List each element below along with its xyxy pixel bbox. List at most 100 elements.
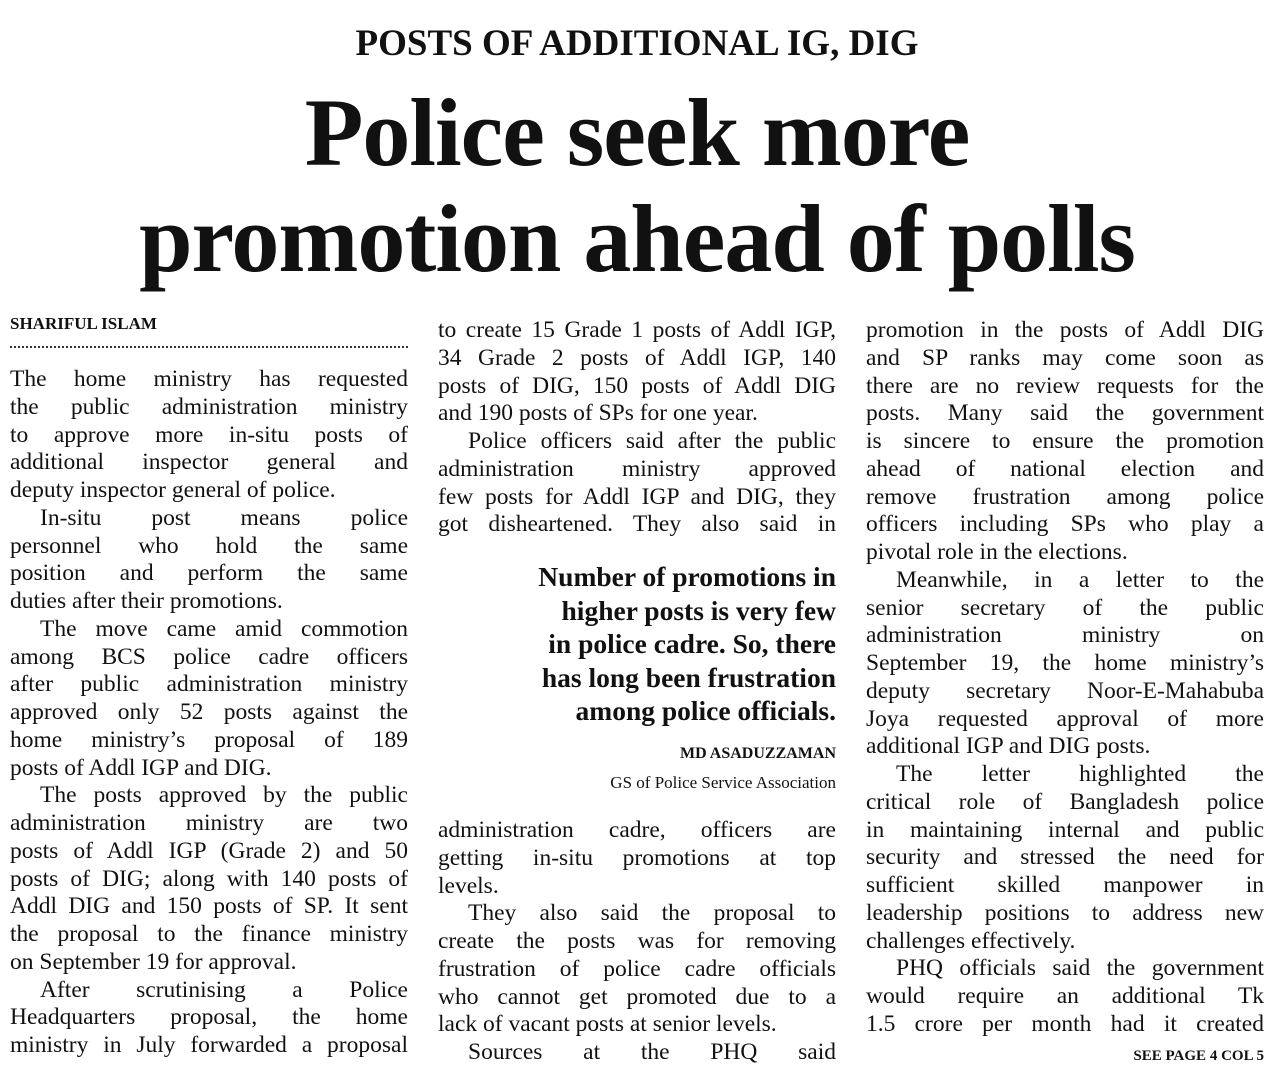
text-line: administration cadre, officers are [438, 817, 836, 843]
text-line: posts of DIG; along with 140 posts of [10, 865, 408, 892]
headline-line: Police seek more [304, 79, 971, 186]
text-line: posts of DIG, 150 posts of Addl DIG [438, 372, 836, 399]
text-line: 1.5 crore per month had it created [866, 1010, 1264, 1037]
column-2-bottom: administration cadre, officers are gettin… [438, 817, 836, 1067]
text-line: administration ministry on [866, 622, 1264, 649]
column-1: The home ministry has requested the publi… [10, 366, 408, 1060]
text-line: is sincere to ensure the promotion [866, 428, 1264, 454]
text-line: the public administration ministry [10, 393, 408, 420]
text-line: in maintaining internal and public [866, 816, 1264, 843]
text-line: officers including SPs who play a [866, 511, 1264, 538]
text-line: ministry in July forwarded a proposal [10, 1032, 408, 1058]
text-line: to approve more in-situ posts of [10, 421, 408, 448]
text-line: pivotal role in the elections. [866, 539, 1128, 565]
text-line: would require an additional Tk [866, 983, 1264, 1009]
headline-line: promotion ahead of polls [139, 185, 1136, 292]
text-line: security and stressed the need for [866, 844, 1264, 871]
text-line: The move came amid commotion [40, 615, 408, 642]
pull-quote-line: higher posts is very few [561, 594, 836, 626]
text-line: remove frustration among police [866, 483, 1264, 510]
paragraph: The posts approved by the public administ… [10, 782, 408, 976]
text-line: deputy secretary Noor-E-Mahabuba [866, 677, 1264, 704]
text-line: there are no review requests for the [866, 372, 1264, 399]
text-line: September 19, the home ministry’s [866, 650, 1264, 676]
pull-quote-line: Number of promotions in [538, 561, 836, 592]
text-line: The posts approved by the public [40, 782, 408, 809]
paragraph: Police officers said after the public adm… [438, 428, 836, 539]
paragraph: They also said the proposal to create the… [438, 900, 836, 1039]
byline: SHARIFUL ISLAM [10, 314, 157, 333]
paragraph: The home ministry has requested the publi… [10, 366, 408, 505]
text-line: on September 19 for approval. [10, 948, 297, 975]
paragraph: to create 15 Grade 1 posts of Addl IGP, 3… [438, 317, 836, 428]
text-line: challenges effectively. [866, 927, 1076, 954]
text-line: critical role of Bangladesh police [866, 788, 1264, 815]
paragraph: The letter highlighted the critical role … [866, 761, 1264, 955]
text-line: Meanwhile, in a letter to the [896, 566, 1264, 593]
paragraph: promotion in the posts of Addl DIG and SP… [866, 317, 1264, 567]
text-line: position and perform the same [10, 560, 408, 587]
kicker: POSTS OF ADDITIONAL IG, DIG [355, 23, 919, 64]
text-line: administration ministry are two [10, 810, 408, 836]
text-line: and 190 posts of SPs for one year. [438, 400, 758, 427]
paragraph: Meanwhile, in a letter to the senior secr… [866, 567, 1264, 761]
quote-attribution-name: MD ASADUZZAMAN [680, 745, 836, 762]
text-line: few posts for Addl IGP and DIG, they [438, 483, 836, 510]
pull-quote-line: among police officials. [575, 695, 836, 726]
text-line: Police officers said after the public [468, 428, 836, 454]
text-line: Addl DIG and 150 posts of SP. It sent [10, 893, 408, 920]
text-line: home ministry’s proposal of 189 [10, 726, 408, 753]
text-line: after public administration ministry [10, 671, 408, 698]
text-line: posts of Addl IGP (Grade 2) and 50 [10, 837, 408, 864]
paragraph: Sources at the PHQ said [438, 1039, 836, 1067]
pull-quote-line: in police cadre. So, there [548, 628, 836, 659]
paragraph: administration cadre, officers are gettin… [438, 817, 836, 900]
text-line: Joya requested approval of more [866, 705, 1264, 732]
text-line: additional IGP and DIG posts. [866, 733, 1151, 760]
jump-line[interactable]: SEE PAGE 4 COL 5 [1133, 1048, 1264, 1064]
text-line: create the posts was for removing [438, 928, 836, 954]
text-line: posts. Many said the government [866, 400, 1264, 427]
pull-quote: Number of promotions in higher posts is … [438, 560, 836, 728]
text-line: who cannot get promoted due to a [438, 983, 836, 1010]
text-line: to create 15 Grade 1 posts of Addl IGP, [438, 317, 836, 343]
text-line: Headquarters proposal, the home [10, 1004, 408, 1031]
text-line: The home ministry has requested [10, 366, 408, 392]
text-line: 34 Grade 2 posts of Addl IGP, 140 [438, 344, 836, 371]
text-line: PHQ officials said the government [896, 955, 1264, 982]
text-line: personnel who hold the same [10, 532, 408, 559]
text-line: senior secretary of the public [866, 594, 1264, 621]
text-line: among BCS police cadre officers [10, 643, 408, 670]
text-line: posts of Addl IGP and DIG. [10, 754, 272, 781]
paragraph: After scrutinising a Police Headquarters … [10, 977, 408, 1060]
text-line: levels. [438, 872, 499, 899]
text-line: After scrutinising a Police [40, 976, 408, 1003]
text-line: sufficient skilled manpower in [866, 872, 1264, 898]
text-line: approved only 52 posts against the [10, 699, 408, 725]
text-line: the proposal to the finance ministry [10, 921, 408, 947]
text-line: They also said the proposal to [468, 900, 836, 927]
text-line: additional inspector general and [10, 449, 408, 476]
column-2-top: to create 15 Grade 1 posts of Addl IGP, 3… [438, 317, 836, 539]
quote-attribution-role: GS of Police Service Association [610, 773, 836, 792]
text-line: The letter highlighted the [896, 761, 1264, 787]
text-line: lack of vacant posts at senior levels. [438, 1011, 777, 1038]
column-3: promotion in the posts of Addl DIG and SP… [866, 317, 1264, 1039]
text-line: In-situ post means police [40, 504, 408, 531]
text-line: promotion in the posts of Addl DIG [866, 317, 1264, 343]
paragraph: In-situ post means police personnel who h… [10, 505, 408, 616]
text-line: got disheartened. They also said in [438, 511, 836, 538]
headline: Police seek more promotion ahead of poll… [0, 80, 1274, 292]
byline-divider [10, 346, 408, 348]
text-line: ahead of national election and [866, 455, 1264, 482]
paragraph: The move came amid commotion among BCS po… [10, 616, 408, 783]
text-line: and SP ranks may come soon as [866, 344, 1264, 371]
text-line: Sources at the PHQ said [468, 1039, 836, 1065]
text-line: getting in-situ promotions at top [438, 844, 836, 871]
text-line: administration ministry approved [438, 455, 836, 482]
paragraph: PHQ officials said the government would r… [866, 955, 1264, 1038]
text-line: frustration of police cadre officials [438, 955, 836, 982]
text-line: duties after their promotions. [10, 588, 283, 614]
text-line: deputy inspector general of police. [10, 477, 336, 503]
text-line: leadership positions to address new [866, 899, 1264, 926]
